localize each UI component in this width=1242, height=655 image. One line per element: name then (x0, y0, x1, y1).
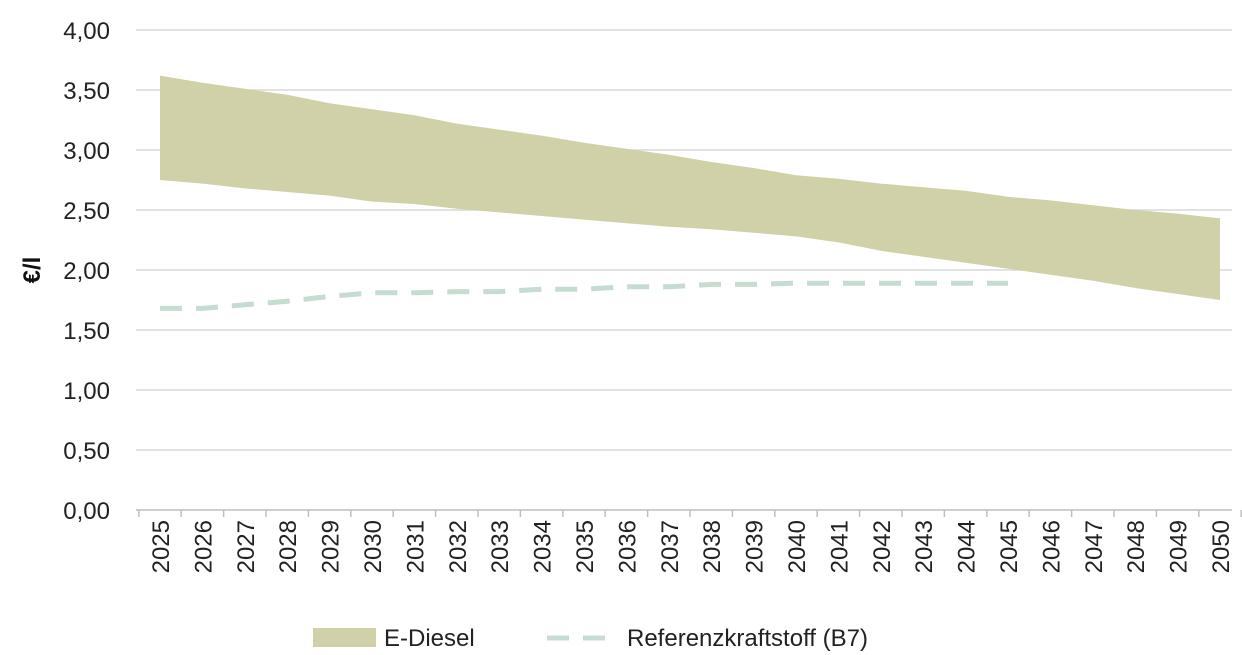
e-diesel-band (160, 75, 1220, 300)
y-axis-label: €/l (19, 257, 46, 284)
x-tick-label: 2029 (318, 520, 345, 573)
x-tick-label: 2033 (487, 520, 514, 573)
x-tick-label: 2040 (784, 520, 811, 573)
x-tick-label: 2045 (996, 520, 1023, 573)
x-tick-label: 2037 (657, 520, 684, 573)
x-tick-label: 2031 (402, 520, 429, 573)
x-tick-label: 2035 (572, 520, 599, 573)
y-axis: 0,00 0,50 1,00 1,50 2,00 2,50 3,00 3,50 4,00 (63, 18, 110, 525)
y-tick-label: 1,50 (63, 318, 110, 345)
x-tick-label: 2036 (614, 520, 641, 573)
x-tick-label: 2047 (1081, 520, 1108, 573)
x-tick-label: 2048 (1123, 520, 1150, 573)
y-tick-label: 3,00 (63, 138, 110, 165)
x-tick-label: 2038 (699, 520, 726, 573)
x-tick-label: 2041 (826, 520, 853, 573)
x-tick-label: 2050 (1208, 520, 1235, 573)
x-tick-label: 2046 (1038, 520, 1065, 573)
y-tick-label: 1,00 (63, 378, 110, 405)
x-axis: 2025 2026 2027 2028 2029 2030 2031 2032 2033 2034… (136, 509, 1242, 573)
x-tick-label: 2049 (1166, 520, 1193, 573)
legend-label-referenzkraftstoff: Referenzkraftstoff (B7) (627, 625, 868, 652)
y-tick-label: 0,50 (63, 438, 110, 465)
x-tick-label: 2030 (360, 520, 387, 573)
x-tick-label: 2042 (869, 520, 896, 573)
y-tick-label: 4,00 (63, 18, 110, 45)
y-tick-label: 3,50 (63, 78, 110, 105)
x-tick-label: 2032 (445, 520, 472, 573)
x-tick-label: 2044 (954, 520, 981, 573)
y-tick-label: 2,00 (63, 258, 110, 285)
x-tick-label: 2039 (742, 520, 769, 573)
x-tick-label: 2027 (233, 520, 260, 573)
plot-area (160, 75, 1220, 311)
legend-label-e-diesel: E-Diesel (384, 625, 475, 652)
x-tick-label: 2028 (275, 520, 302, 573)
referenzkraftstoff-line (160, 280, 1008, 311)
y-tick-label: 2,50 (63, 198, 110, 225)
legend-swatch-e-diesel (313, 628, 376, 647)
y-tick-label: 0,00 (63, 498, 110, 525)
legend: E-Diesel Referenzkraftstoff (B7) (313, 625, 868, 652)
x-tick-label: 2034 (530, 520, 557, 573)
x-tick-label: 2025 (148, 520, 175, 573)
x-tick-label: 2026 (190, 520, 217, 573)
x-tick-label: 2043 (911, 520, 938, 573)
